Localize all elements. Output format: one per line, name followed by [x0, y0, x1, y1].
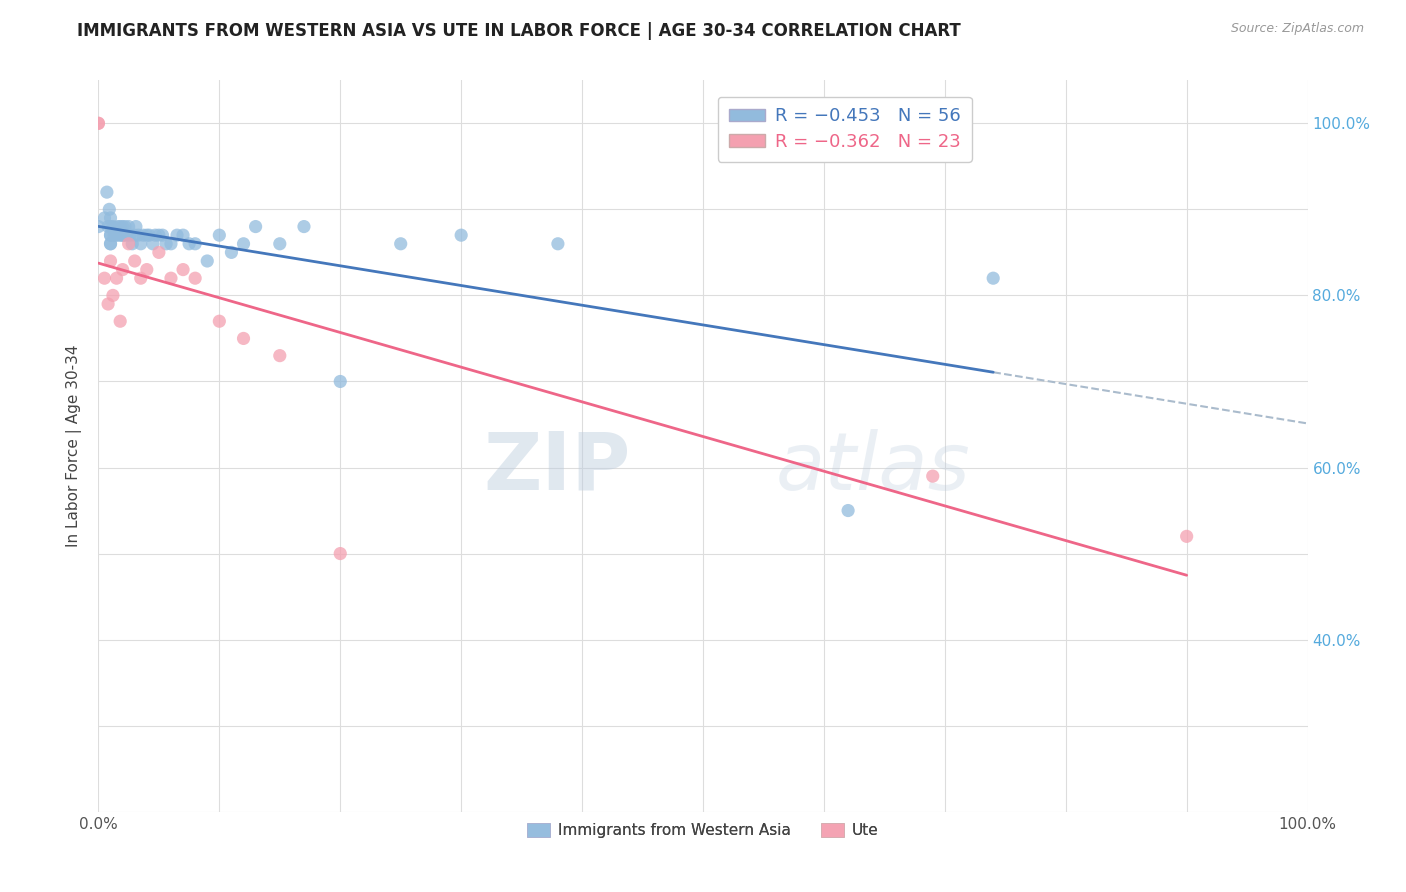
Point: [292, 219, 315, 234]
Point: [166, 228, 188, 243]
Point: [184, 271, 207, 285]
Point: [118, 219, 141, 234]
Point: [329, 375, 352, 389]
Point: [87, 116, 110, 130]
Point: [132, 228, 155, 243]
Point: [208, 228, 231, 243]
Point: [105, 228, 128, 243]
Point: [155, 236, 177, 251]
Text: Source: ZipAtlas.com: Source: ZipAtlas.com: [1230, 22, 1364, 36]
Point: [107, 219, 129, 234]
Point: [124, 254, 146, 268]
Point: [172, 228, 194, 243]
Point: [115, 228, 138, 243]
Point: [111, 219, 134, 234]
Point: [232, 331, 254, 345]
Point: [127, 228, 149, 243]
Point: [152, 228, 174, 243]
Point: [110, 228, 132, 243]
Point: [179, 236, 201, 251]
Point: [184, 236, 207, 251]
Legend: Immigrants from Western Asia, Ute: Immigrants from Western Asia, Ute: [522, 817, 884, 845]
Point: [138, 228, 160, 243]
Point: [269, 236, 291, 251]
Point: [118, 236, 141, 251]
Point: [96, 185, 118, 199]
Point: [100, 228, 122, 243]
Point: [118, 228, 141, 243]
Point: [114, 219, 136, 234]
Point: [87, 116, 110, 130]
Point: [97, 219, 120, 234]
Point: [100, 219, 122, 234]
Text: ZIP: ZIP: [484, 429, 630, 507]
Point: [93, 211, 115, 225]
Point: [101, 288, 124, 302]
Point: [100, 236, 122, 251]
Point: [232, 236, 254, 251]
Point: [108, 314, 131, 328]
Point: [100, 254, 122, 268]
Point: [329, 547, 352, 561]
Point: [135, 262, 157, 277]
Point: [111, 262, 134, 277]
Point: [93, 271, 115, 285]
Point: [389, 236, 412, 251]
Point: [108, 228, 131, 243]
Point: [143, 228, 166, 243]
Point: [129, 236, 152, 251]
Point: [921, 469, 943, 483]
Point: [125, 219, 148, 234]
Text: atlas: atlas: [776, 429, 970, 507]
Point: [124, 228, 146, 243]
Point: [450, 228, 472, 243]
Point: [160, 236, 183, 251]
Point: [105, 271, 128, 285]
Point: [100, 211, 122, 225]
Point: [87, 219, 110, 234]
Text: IMMIGRANTS FROM WESTERN ASIA VS UTE IN LABOR FORCE | AGE 30-34 CORRELATION CHART: IMMIGRANTS FROM WESTERN ASIA VS UTE IN L…: [77, 22, 962, 40]
Point: [547, 236, 569, 251]
Point: [981, 271, 1004, 285]
Point: [1175, 529, 1198, 543]
Point: [195, 254, 218, 268]
Y-axis label: In Labor Force | Age 30-34: In Labor Force | Age 30-34: [66, 344, 83, 548]
Point: [208, 314, 231, 328]
Point: [111, 228, 134, 243]
Point: [100, 228, 122, 243]
Point: [142, 236, 165, 251]
Point: [101, 219, 124, 234]
Point: [121, 236, 143, 251]
Point: [112, 228, 135, 243]
Point: [103, 228, 125, 243]
Point: [108, 219, 131, 234]
Point: [160, 271, 183, 285]
Point: [172, 262, 194, 277]
Point: [221, 245, 243, 260]
Point: [129, 271, 152, 285]
Point: [98, 202, 121, 217]
Point: [148, 228, 170, 243]
Point: [245, 219, 267, 234]
Point: [97, 297, 120, 311]
Point: [837, 503, 859, 517]
Point: [100, 236, 122, 251]
Point: [269, 349, 291, 363]
Point: [135, 228, 157, 243]
Point: [148, 245, 170, 260]
